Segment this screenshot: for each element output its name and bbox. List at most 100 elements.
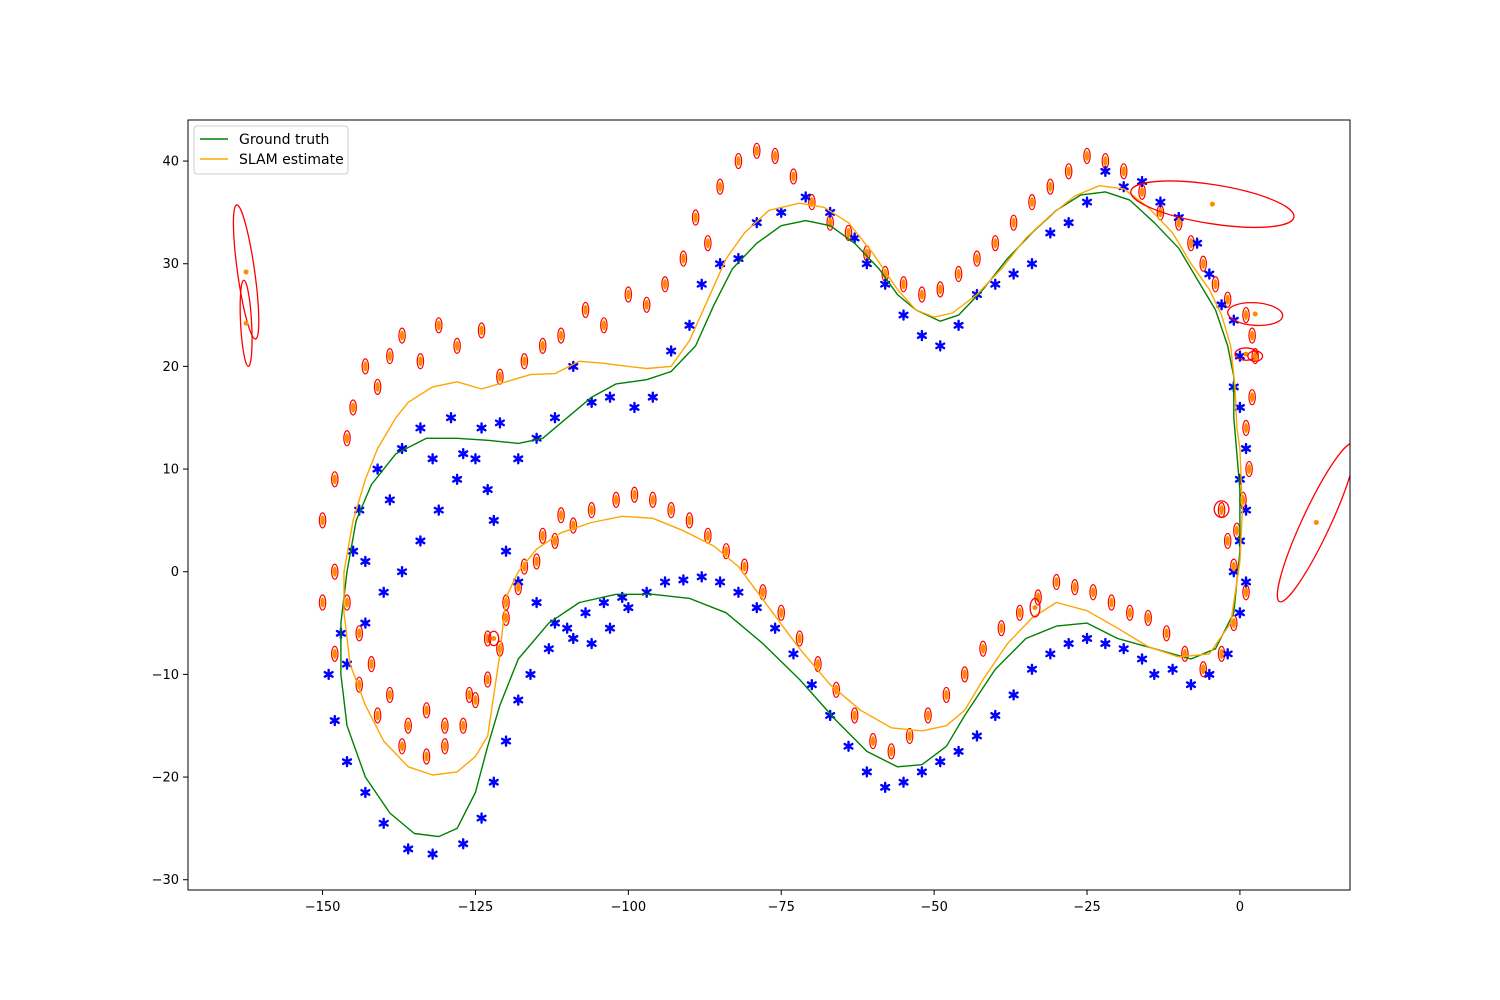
legend-label-ground-truth: Ground truth: [239, 132, 329, 148]
landmark-estimate-marker: [791, 171, 796, 182]
landmark-marker: [678, 574, 689, 586]
landmark-covariance-ellipse: [483, 671, 492, 688]
landmark-marker: [1155, 196, 1166, 208]
covariance-ellipse: [239, 279, 253, 367]
landmark-estimate-marker: [980, 643, 986, 654]
x-tick-label: 0: [1236, 900, 1244, 915]
landmark-marker: [445, 412, 457, 424]
landmark-covariance-ellipse: [465, 686, 474, 704]
landmark-estimate-marker: [1219, 648, 1224, 659]
legend-label-slam-estimate: SLAM estimate: [239, 152, 344, 168]
landmark-estimate-marker: [424, 705, 429, 716]
landmark-covariance-ellipse: [960, 666, 969, 683]
landmark-covariance-layer: [318, 142, 1260, 765]
landmark-marker: [880, 278, 891, 290]
landmark-estimate-marker: [1029, 197, 1035, 208]
landmark-marker: [360, 786, 371, 799]
landmark-covariance-ellipse: [1181, 645, 1189, 662]
landmark-estimate-marker: [399, 330, 405, 341]
landmark-estimate-marker: [1139, 186, 1145, 197]
landmark-covariance-ellipse: [624, 286, 633, 303]
landmark-estimate-marker: [344, 597, 350, 608]
landmark-covariance-ellipse: [789, 168, 798, 185]
landmark-marker: [1234, 401, 1246, 414]
landmark-marker: [666, 345, 677, 357]
landmark-covariance-ellipse: [453, 337, 461, 354]
landmark-estimate-marker: [516, 582, 521, 593]
landmark-covariance-ellipse: [734, 152, 743, 170]
landmark-covariance-ellipse: [679, 250, 688, 267]
landmark-estimate-marker: [1103, 156, 1108, 167]
landmark-marker: [953, 319, 964, 332]
landmark-marker: [849, 232, 860, 244]
covariance-ellipse: [488, 630, 500, 647]
landmark-estimate-marker: [772, 150, 778, 161]
landmark-marker: [1100, 637, 1111, 650]
covariance-center-marker: [1313, 519, 1319, 525]
landmark-estimate-marker: [962, 669, 967, 680]
landmark-estimate-marker: [852, 710, 857, 721]
landmark-covariance-ellipse: [483, 630, 492, 647]
landmark-covariance-ellipse: [398, 327, 406, 344]
landmark-covariance-ellipse: [795, 630, 804, 647]
landmark-covariance-ellipse: [422, 748, 431, 765]
landmark-marker: [451, 473, 463, 486]
landmark-marker: [1008, 268, 1019, 280]
landmark-covariance-ellipse: [777, 604, 786, 621]
landmark-covariance-ellipse: [991, 235, 1000, 252]
x-tick-label: −100: [610, 900, 646, 915]
landmark-estimate-marker: [999, 623, 1004, 634]
landmark-covariance-ellipse: [924, 707, 932, 724]
large-covariance-layer: [232, 180, 1350, 647]
landmark-estimate-marker: [1201, 664, 1206, 675]
landmark-estimate-marker: [681, 253, 686, 264]
landmark-estimate-marker: [442, 741, 448, 752]
landmark-marker: [733, 586, 744, 598]
x-tick-label: −150: [305, 900, 341, 915]
landmark-estimate-marker: [705, 238, 711, 249]
landmark-covariance-ellipse: [918, 286, 926, 303]
landmark-marker: [604, 622, 616, 634]
covariance-ellipse: [1276, 442, 1350, 603]
landmark-marker: [990, 709, 1001, 722]
landmark-estimate-marker: [705, 530, 711, 541]
landmark-covariance-ellipse: [1217, 645, 1226, 662]
landmark-marker: [1081, 196, 1093, 208]
landmark-covariance-ellipse: [1009, 214, 1018, 231]
landmark-marker: [623, 601, 634, 614]
landmark-covariance-ellipse: [367, 656, 376, 673]
landmark-marker: [372, 463, 383, 475]
landmark-estimate-marker: [503, 612, 509, 623]
landmark-marker: [1136, 653, 1148, 665]
landmark-covariance-ellipse: [569, 517, 578, 534]
landmark-covariance-ellipse: [416, 353, 425, 370]
landmark-marker: [751, 601, 762, 614]
landmark-estimate-marker: [369, 659, 374, 670]
landmark-estimate-marker: [760, 587, 766, 598]
landmark-marker: [384, 494, 395, 506]
landmark-covariance-ellipse: [1144, 609, 1152, 627]
landmark-marker: [1185, 678, 1197, 691]
landmark-covariance-ellipse: [685, 512, 694, 529]
landmark-estimate-marker: [1127, 607, 1133, 618]
landmark-marker: [543, 643, 554, 655]
landmark-marker: [531, 596, 542, 609]
landmark-estimate-marker: [956, 269, 961, 279]
landmark-covariance-ellipse: [318, 512, 327, 529]
landmark-marker: [1149, 668, 1160, 681]
landmark-estimate-marker: [870, 736, 876, 747]
landmark-covariance-ellipse: [997, 620, 1006, 637]
landmark-estimate-marker: [907, 731, 912, 741]
landmark-estimate-marker: [405, 720, 411, 731]
landmark-marker: [629, 401, 640, 414]
landmark-covariance-ellipse: [361, 358, 370, 375]
landmark-marker: [476, 422, 487, 434]
landmark-estimate-marker: [363, 361, 368, 372]
landmark-marker: [586, 396, 597, 409]
landmark-covariance-ellipse: [1199, 255, 1208, 272]
landmark-estimate-marker: [485, 674, 490, 685]
landmark-covariance-ellipse: [1242, 306, 1250, 324]
landmark-estimate-marker: [613, 494, 619, 505]
landmark-estimate-marker: [522, 356, 527, 367]
covariance-ellipse: [1234, 347, 1258, 361]
